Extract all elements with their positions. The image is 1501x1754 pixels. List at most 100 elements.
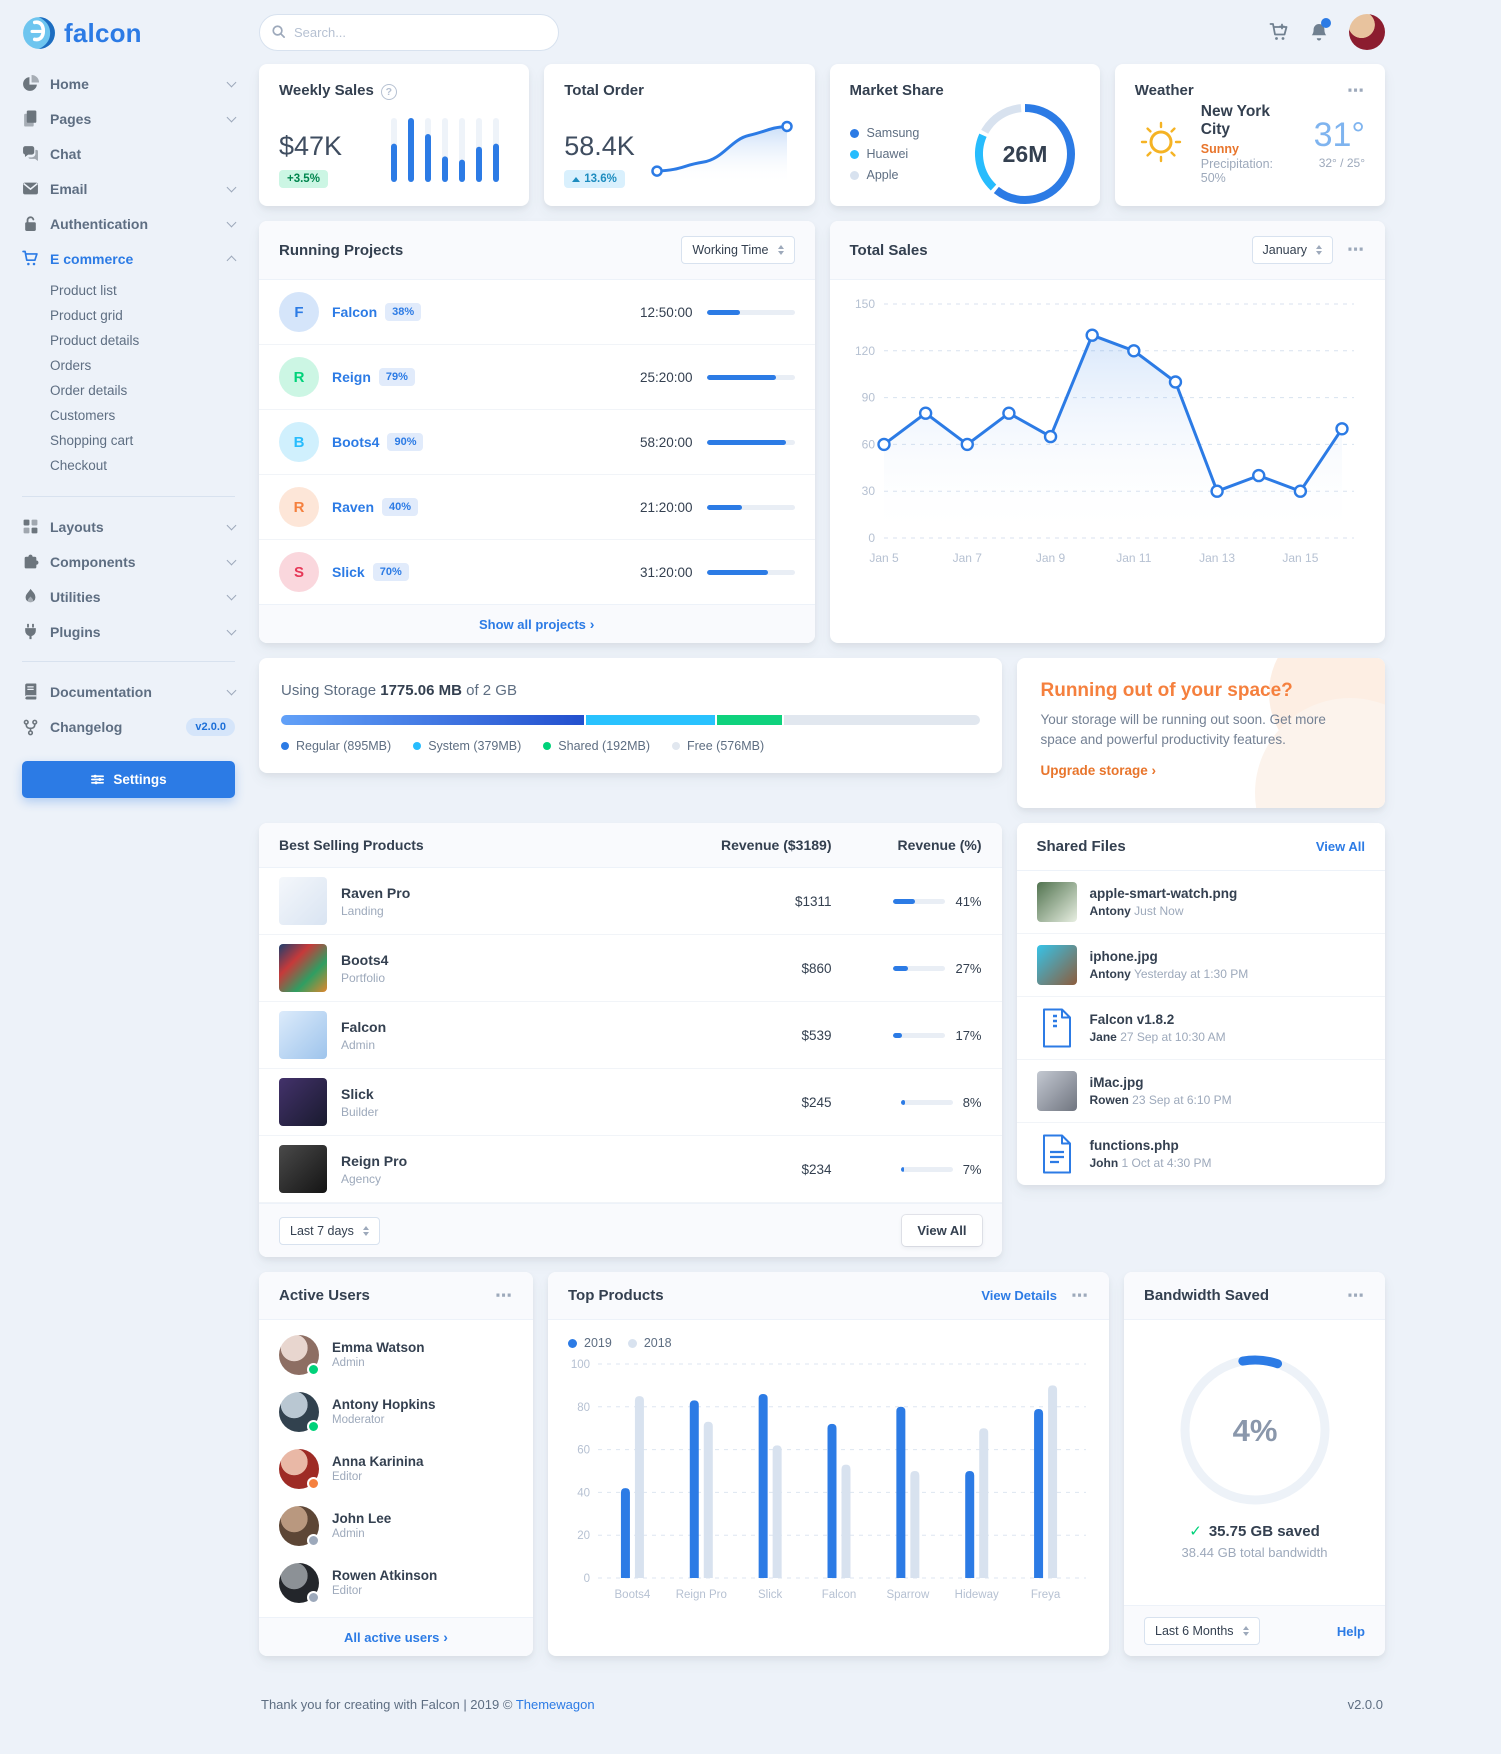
last-7-days-select[interactable]: Last 7 days (279, 1216, 380, 1245)
product-name-link[interactable]: Boots4 (341, 951, 389, 968)
show-all-projects-link[interactable]: Show all projects (479, 617, 594, 632)
legend-item-huawei: Huawei (849, 144, 920, 165)
sidebar-subitem-product-list[interactable]: Product list (50, 283, 117, 298)
more-options-icon[interactable]: ⋯ (495, 1285, 513, 1305)
user-status-dot (307, 1419, 320, 1433)
nav-divider (22, 661, 235, 662)
product-name-link[interactable]: Reign Pro (341, 1152, 408, 1169)
file-name-link[interactable]: apple-smart-watch.png (1089, 886, 1238, 901)
revenue-pct-label: 27% (955, 960, 982, 976)
bell-icon[interactable] (1309, 18, 1331, 42)
sidebar-subitem-customers[interactable]: Customers (50, 408, 116, 423)
view-details-link[interactable]: View Details (981, 1288, 1057, 1303)
sidebar-subitem-orders[interactable]: Orders (50, 358, 92, 373)
project-name-link[interactable]: Reign (332, 369, 371, 385)
settings-button[interactable]: Settings (22, 761, 235, 798)
user-name-link[interactable]: Antony Hopkins (332, 1397, 436, 1412)
sidebar-subitem-shopping-cart[interactable]: Shopping cart (50, 433, 134, 448)
revenue-progress-bar (893, 1032, 946, 1038)
project-name-link[interactable]: Raven (332, 499, 375, 515)
search-input[interactable] (259, 13, 559, 51)
brand-logo[interactable]: falcon (22, 14, 235, 66)
more-options-icon[interactable]: ⋯ (1071, 1285, 1089, 1305)
svg-text:20: 20 (577, 1530, 590, 1542)
revenue-pct-label: 17% (955, 1027, 982, 1043)
sidebar-item-layouts[interactable]: Layouts (22, 509, 237, 544)
sidebar-item-documentation[interactable]: Documentation (22, 674, 237, 709)
help-link[interactable]: Help (1336, 1623, 1365, 1639)
sidebar-item-components[interactable]: Components (22, 544, 237, 579)
themewagon-link[interactable]: Themewagon (515, 1697, 595, 1712)
more-options-icon[interactable]: ⋯ (1347, 1285, 1365, 1305)
sidebar-subitem-product-details[interactable]: Product details (50, 333, 140, 348)
file-row: iMac.jpg Rowen 23 Sep at 6:10 PM (1016, 1060, 1385, 1123)
sidebar-item-chat[interactable]: Chat (22, 136, 235, 171)
user-role: Editor (332, 1585, 363, 1597)
working-time-select[interactable]: Working Time (681, 236, 795, 264)
user-role: Editor (332, 1471, 363, 1483)
view-all-button[interactable]: View All (902, 1215, 982, 1246)
more-options-icon[interactable]: ⋯ (1347, 240, 1365, 259)
project-time: 25:20:00 (639, 369, 693, 385)
product-name-link[interactable]: Raven Pro (341, 884, 411, 901)
market-share-donut: 26M (970, 99, 1080, 209)
sidebar-subitem-order-details[interactable]: Order details (50, 383, 128, 398)
shared-files-view-all-link[interactable]: View All (1315, 839, 1365, 854)
product-name-link[interactable]: Slick (341, 1085, 374, 1102)
file-thumbnail (1036, 882, 1077, 922)
bottom-row: Active Users ⋯ Emma Watson Admin Antony Ho… (259, 1272, 1385, 1656)
sidebar-item-plugins[interactable]: Plugins (22, 614, 237, 649)
project-avatar: B (279, 422, 319, 462)
project-row: S Slick 70% 31:20:00 (259, 540, 815, 604)
svg-text:Jan 5: Jan 5 (869, 551, 899, 565)
project-name-link[interactable]: Boots4 (332, 434, 380, 450)
user-name-link[interactable]: John Lee (332, 1511, 392, 1526)
revenue-pct-label: 7% (962, 1161, 982, 1177)
upgrade-storage-link[interactable]: Upgrade storage (1041, 763, 1157, 778)
legend-dot (413, 742, 422, 750)
product-revenue: $860 (801, 960, 832, 976)
product-thumbnail (279, 944, 327, 992)
sidebar-item-home[interactable]: Home (22, 66, 237, 101)
sidebar-subitem-product-grid[interactable]: Product grid (50, 308, 123, 323)
sidebar-item-changelog[interactable]: Changelog v2.0.0 (22, 709, 235, 745)
user-avatar (279, 1448, 320, 1490)
revenue-progress-bar (900, 1166, 953, 1172)
shopping-cart-icon[interactable] (1269, 22, 1289, 42)
sidebar-subitem-checkout[interactable]: Checkout (50, 458, 108, 473)
check-icon: ✓ (1189, 1523, 1202, 1540)
project-name-link[interactable]: Falcon (332, 304, 378, 320)
file-name-link[interactable]: iphone.jpg (1089, 949, 1158, 964)
sidebar-item-pages[interactable]: Pages (22, 101, 237, 136)
user-name-link[interactable]: Rowen Atkinson (332, 1568, 438, 1583)
product-category: Agency (341, 1171, 382, 1186)
last-6-months-select[interactable]: Last 6 Months (1144, 1617, 1260, 1645)
sidebar-item-authentication[interactable]: Authentication (22, 206, 237, 241)
user-name-link[interactable]: Anna Karinina (332, 1454, 424, 1469)
project-name-link[interactable]: Slick (332, 564, 365, 580)
legend-item-samsung: Samsung (849, 123, 919, 144)
user-avatar[interactable] (1349, 14, 1385, 50)
svg-text:Hideway: Hideway (955, 1589, 999, 1601)
all-active-users-link[interactable]: All active users (344, 1630, 448, 1645)
select-carets-icon (362, 1225, 369, 1236)
sidebar-item-email[interactable]: Email (22, 171, 237, 206)
file-name-link[interactable]: iMac.jpg (1089, 1075, 1144, 1090)
sidebar-item-e-commerce[interactable]: E commerce (22, 241, 237, 276)
user-status-dot (307, 1590, 320, 1604)
month-select[interactable]: January (1251, 236, 1333, 264)
user-name-link[interactable]: Emma Watson (332, 1340, 425, 1355)
chevron-down-icon (226, 112, 237, 122)
weekly-sales-badge: +3.5% (279, 170, 328, 188)
file-name-link[interactable]: Falcon v1.8.2 (1089, 1012, 1175, 1027)
svg-text:Jan 7: Jan 7 (952, 551, 982, 565)
help-icon[interactable]: ? (380, 84, 397, 100)
legend-dot (568, 1338, 577, 1348)
product-revenue-pct: 8% (832, 1095, 982, 1110)
file-name-link[interactable]: functions.php (1089, 1138, 1179, 1153)
product-name-link[interactable]: Falcon (341, 1018, 387, 1035)
sidebar-item-utilities[interactable]: Utilities (22, 579, 237, 614)
storage-segment-shared (717, 715, 783, 725)
more-options-icon[interactable]: ⋯ (1347, 80, 1365, 100)
